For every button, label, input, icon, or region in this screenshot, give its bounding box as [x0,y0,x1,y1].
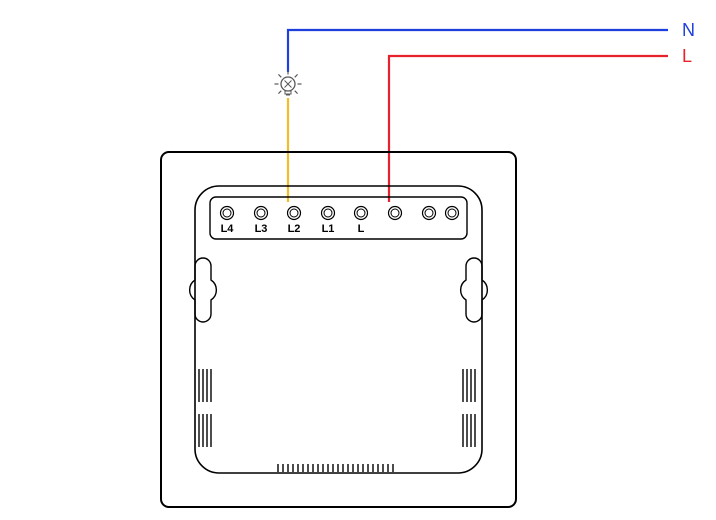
live-label: L [682,46,692,66]
terminal-label: L1 [322,223,335,235]
wiring-diagram: N L L4 L3 L2 L1 L [0,0,716,520]
ridges [199,369,475,472]
terminal-holes [221,207,459,220]
terminal-label: L3 [255,223,268,235]
switch-outer-frame [161,152,516,507]
neutral-label: N [682,20,695,40]
live-wire [389,56,668,202]
terminal-label: L [358,223,365,235]
terminal-label: L2 [288,223,301,235]
mounting-slot-left [190,258,217,322]
mounting-slot-right [461,258,488,322]
terminal-label: L4 [221,223,235,235]
bulb-icon [275,71,302,96]
terminal-labels: L4 L3 L2 L1 L [221,223,365,235]
neutral-wire [288,30,668,72]
switch-inner-panel [195,186,482,473]
terminal-block [210,197,467,239]
